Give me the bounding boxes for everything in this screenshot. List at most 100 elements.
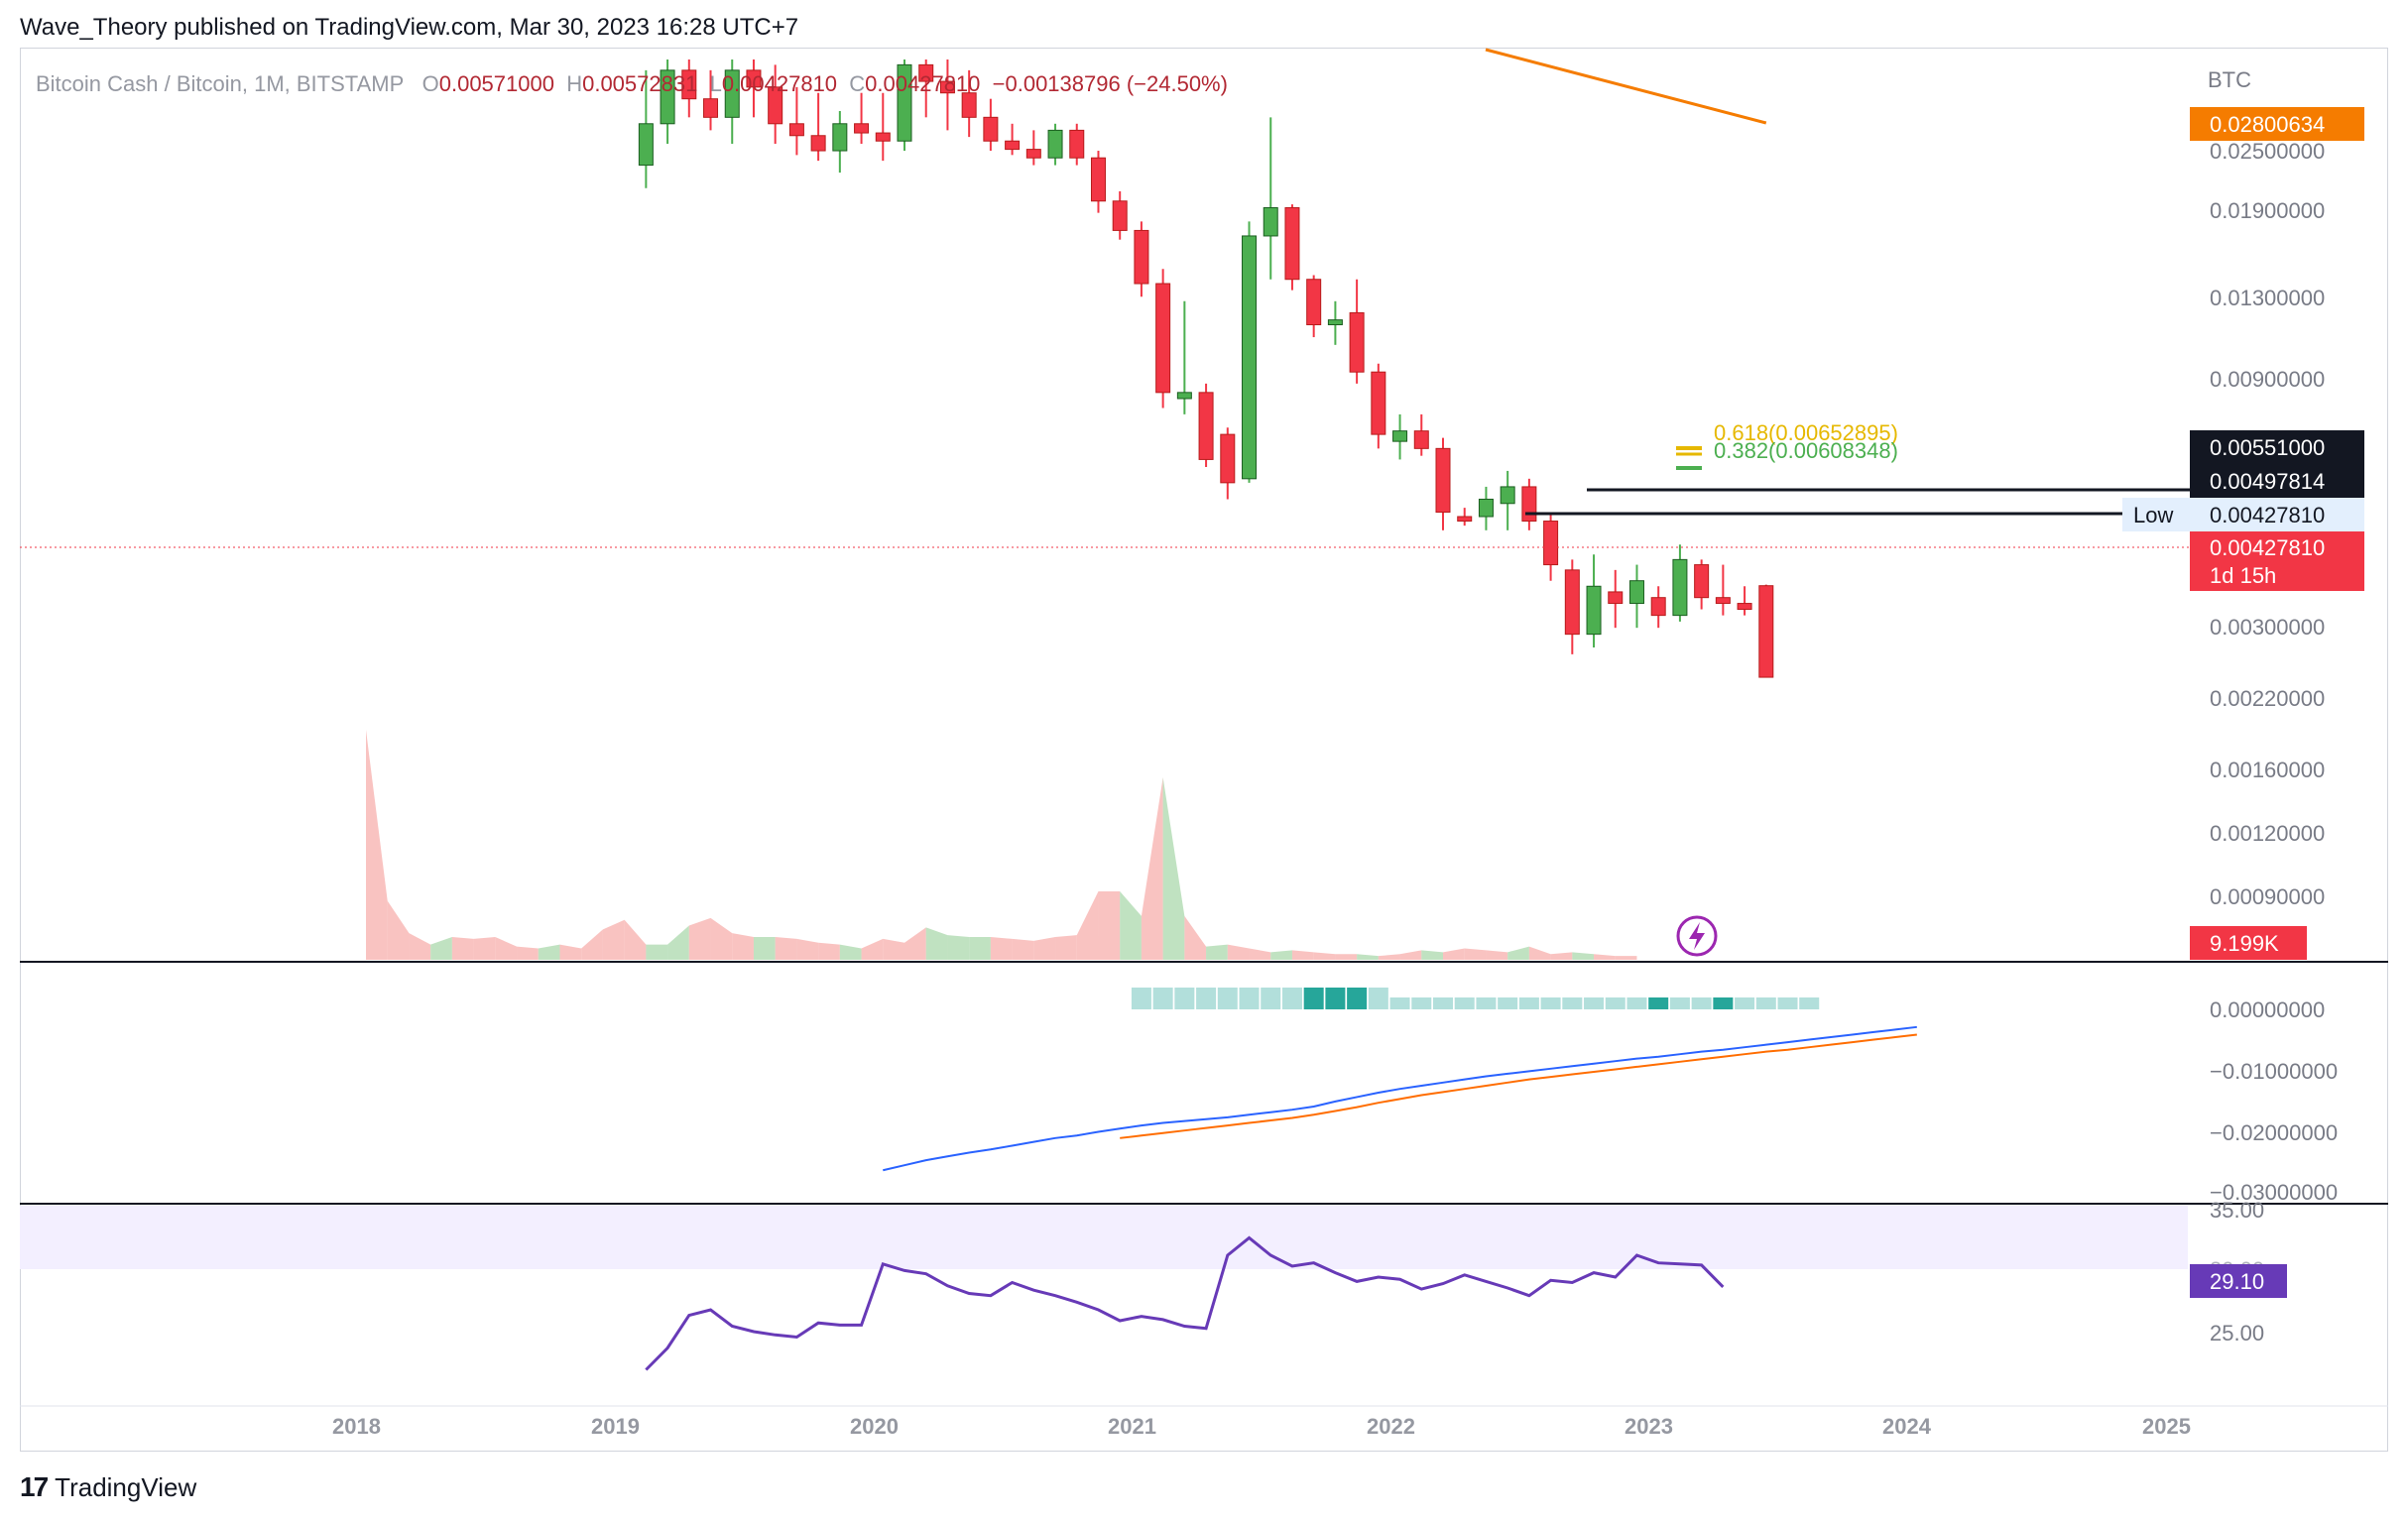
macd-histogram-bar — [1799, 997, 1820, 1009]
lightning-icon[interactable] — [1676, 915, 1718, 957]
macd-tick: −0.02000000 — [2210, 1120, 2338, 1145]
macd-histogram-bar — [1217, 988, 1238, 1009]
volume-area-segment — [883, 938, 904, 960]
price-tick: 0.00090000 — [2210, 884, 2325, 909]
candle-up — [832, 123, 848, 152]
volume-area-segment — [495, 937, 518, 960]
macd-histogram-bar — [1281, 988, 1302, 1009]
volume-area-segment — [1033, 937, 1056, 960]
candle-down — [1155, 283, 1171, 394]
volume-area-segment — [517, 946, 539, 960]
volume-area-segment — [430, 937, 452, 960]
macd-histogram-bar — [1755, 997, 1776, 1009]
volume-area-segment — [1528, 946, 1551, 960]
volume-area-segment — [1076, 891, 1099, 960]
candle-up — [1176, 392, 1192, 400]
volume-area-segment — [1486, 950, 1508, 960]
volume-area-segment — [538, 944, 560, 960]
candle-down — [703, 98, 719, 118]
volume-area-segment — [646, 944, 668, 960]
volume-area-segment — [710, 917, 733, 960]
macd-histogram-bar — [1562, 997, 1583, 1009]
candle-down — [788, 123, 804, 137]
macd-tick: −0.03000000 — [2210, 1180, 2338, 1205]
candle-up — [724, 69, 740, 118]
price-tick: 0.01300000 — [2210, 286, 2325, 310]
chart-frame[interactable] — [20, 48, 2388, 1452]
volume-area-segment — [688, 917, 711, 960]
high-badge — [2190, 430, 2364, 464]
volume-area-segment — [366, 730, 388, 960]
macd-histogram-bar — [1389, 997, 1410, 1009]
last-price-value: 0.00427810 — [2210, 535, 2325, 560]
time-tick: 2018 — [332, 1414, 381, 1439]
macd-histogram-bar — [1433, 997, 1453, 1009]
legend-change: −0.00138796 (−24.50%) — [992, 71, 1228, 96]
candle-down — [1413, 430, 1429, 449]
candle-down — [1134, 229, 1149, 285]
macd-histogram-bar — [1518, 997, 1539, 1009]
low-badge — [2190, 498, 2364, 531]
fib-618-label: 0.618(0.00652895) — [1714, 420, 1898, 445]
candles-layer[interactable] — [638, 59, 1774, 678]
volume-area-segment — [947, 935, 970, 960]
candle-up — [1586, 585, 1602, 636]
rsi-band — [20, 1206, 2188, 1269]
volume-area-segment — [1249, 948, 1271, 960]
tradingview-logo-icon: 17 — [20, 1471, 49, 1502]
price-axis-unit: BTC — [2208, 67, 2251, 92]
candle-down — [1371, 371, 1386, 435]
macd-line — [883, 1025, 1917, 1172]
legend-close-label: C — [849, 71, 866, 96]
volume-area-segment — [1464, 948, 1487, 960]
last-price-badge — [2190, 531, 2364, 591]
macd-histogram-bar — [1131, 988, 1151, 1009]
volume-area-segment — [775, 937, 797, 960]
candle-down — [1349, 311, 1365, 373]
macd-histogram-bar — [1777, 997, 1798, 1009]
candle-up — [660, 69, 675, 125]
candle-down — [1284, 207, 1300, 281]
macd-histogram-bar — [1303, 988, 1324, 1009]
time-tick: 2023 — [1625, 1414, 1673, 1439]
candle-up — [1047, 129, 1063, 159]
macd-histogram-bar — [1498, 997, 1518, 1009]
volume-area-segment — [818, 942, 840, 960]
volume-area-segment — [1378, 954, 1400, 960]
volume-area-segment — [796, 938, 819, 960]
candle-down — [1608, 591, 1624, 605]
volume-area-segment — [1162, 777, 1185, 960]
candle-up — [1242, 235, 1258, 480]
macd-histogram-bar — [1605, 997, 1625, 1009]
volume-area-segment — [387, 900, 410, 960]
candle-up — [1263, 207, 1278, 237]
macd-histogram-bar — [1368, 988, 1388, 1009]
volume-area-segment — [969, 937, 991, 960]
candle-down — [1112, 200, 1128, 231]
candle-down — [681, 69, 697, 100]
tradingview-logo[interactable]: 17 TradingView — [20, 1471, 196, 1503]
symbol-legend: Bitcoin Cash / Bitcoin, 1M, BITSTAMP O0.… — [36, 71, 1228, 97]
candle-up — [638, 123, 654, 167]
volume-area-segment — [1291, 950, 1314, 960]
candle-down — [768, 86, 783, 125]
rsi-tick: 35.00 — [2210, 1198, 2264, 1223]
price-tick: 0.02500000 — [2210, 139, 2325, 164]
signal-line — [1120, 1033, 1917, 1139]
macd-histogram-bar — [1239, 988, 1260, 1009]
volume-area-segment — [990, 937, 1013, 960]
volume-area-segment — [1184, 915, 1207, 960]
volume-area-segment — [667, 925, 689, 960]
macd-histogram-bar — [1454, 997, 1475, 1009]
legend-open: 0.00571000 — [438, 71, 554, 96]
candle-down — [918, 63, 934, 82]
high-badge-value: 0.00551000 — [2210, 435, 2325, 460]
price-tick: 0.00160000 — [2210, 758, 2325, 782]
candle-down — [1090, 157, 1106, 202]
volume-area-segment — [1012, 938, 1034, 960]
price-tick: 0.00120000 — [2210, 821, 2325, 846]
low-tag-label: Low — [2133, 503, 2173, 527]
candle-up — [1672, 558, 1688, 617]
prev-badge — [2190, 464, 2364, 498]
